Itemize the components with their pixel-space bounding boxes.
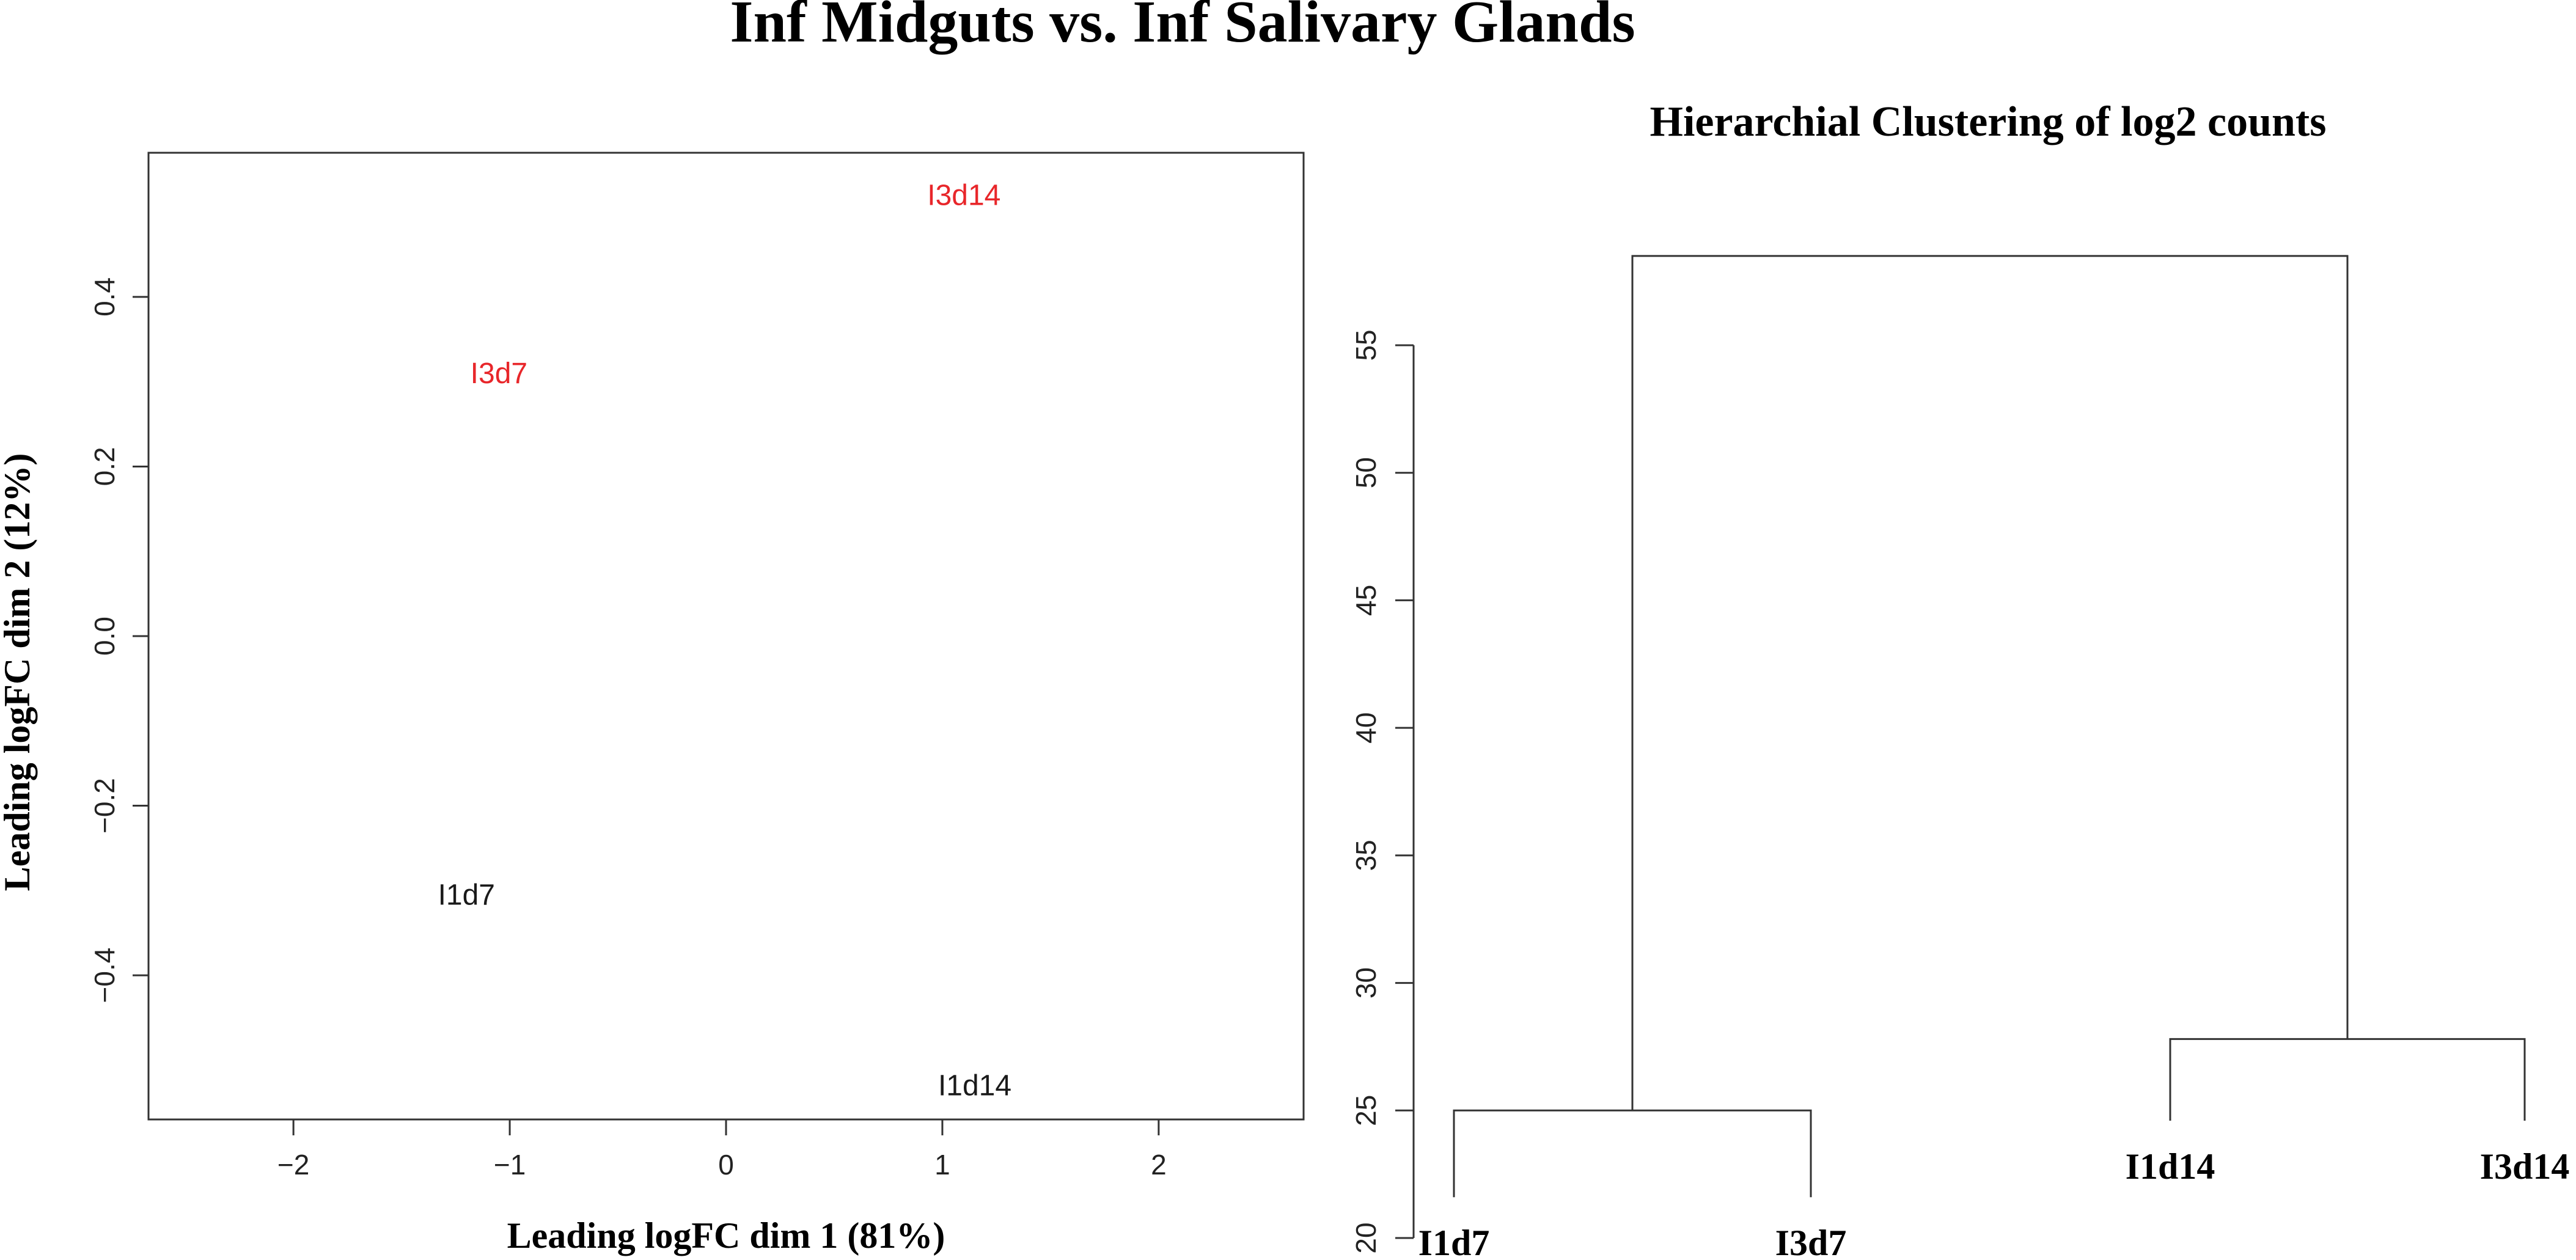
dendrogram-y-tick-label: 55 — [1350, 329, 1382, 361]
dendrogram-y-tick-label: 35 — [1350, 840, 1382, 871]
scatter-y-axis-label: Leading logFC dim 2 (12%) — [0, 453, 37, 892]
hierarchical-clustering-dendrogram: Hierarchial Clustering of log2 counts 20… — [1350, 98, 2569, 1260]
scatter-x-axis: −2 −1 0 1 2 — [277, 1118, 1167, 1181]
scatter-x-tick-label: 1 — [934, 1149, 950, 1181]
dendrogram-y-tick-label: 20 — [1350, 1222, 1382, 1253]
scatter-y-tick-label: −0.4 — [89, 948, 120, 1003]
dendrogram-leaf-label: I1d7 — [1418, 1223, 1490, 1260]
scatter-x-tick-label: −2 — [277, 1149, 309, 1181]
mds-scatter-plot: −2 −1 0 1 2 −0.4−0.20.00.20.4 I3d14I3d7I1d7I… — [0, 152, 1305, 1256]
scatter-y-tick-label: 0.0 — [89, 617, 120, 656]
dendrogram-y-tick-label: 50 — [1350, 457, 1382, 488]
scatter-y-tick-label: 0.4 — [89, 277, 120, 317]
dendrogram-branches — [1453, 255, 2526, 1198]
dendrogram-y-axis: 20 25 30 35 40 45 50 55 — [1350, 329, 1415, 1254]
scatter-point-label: I1d14 — [938, 1069, 1011, 1102]
scatter-point-label: I3d7 — [471, 357, 527, 390]
dendrogram-leaf-labels: I1d7 I3d7 I1d14 I3d14 — [1418, 1146, 2570, 1260]
scatter-x-axis-label: Leading logFC dim 1 (81%) — [507, 1215, 945, 1256]
scatter-x-tick-label: 2 — [1151, 1149, 1167, 1181]
dendrogram-leaf-label: I1d14 — [2126, 1146, 2215, 1187]
dendrogram-leaf-label: I3d14 — [2480, 1146, 2570, 1187]
scatter-x-tick-label: 0 — [718, 1149, 734, 1181]
dendrogram-title: Hierarchial Clustering of log2 counts — [1650, 98, 2327, 145]
scatter-plot-frame — [147, 152, 1305, 1121]
dendrogram-y-tick-label: 45 — [1350, 585, 1382, 616]
dendrogram-branch-cluster-2 — [2169, 1038, 2526, 1121]
dendrogram-y-tick-label: 40 — [1350, 712, 1382, 744]
scatter-point-label: I3d14 — [927, 179, 1000, 211]
dendrogram-branch-cluster-1 — [1453, 1109, 1812, 1198]
dendrogram-y-tick-label: 30 — [1350, 967, 1382, 998]
dendrogram-y-tick-label: 25 — [1350, 1095, 1382, 1126]
scatter-point-labels: I3d14 I3d7 I1d7 I1d14 — [438, 179, 1012, 1102]
scatter-y-tick-label: −0.2 — [89, 778, 120, 833]
figure-title: Inf Midguts vs. Inf Salivary Glands — [730, 0, 1635, 55]
scatter-point-label: I1d7 — [438, 879, 495, 911]
scatter-y-tick-label: 0.2 — [89, 447, 120, 486]
dendrogram-leaf-label: I3d7 — [1775, 1223, 1847, 1260]
scatter-y-axis: −0.4 −0.2 0.0 0.2 0.4 — [89, 277, 150, 1003]
dendrogram-branch-root — [1631, 255, 2349, 1111]
scatter-x-tick-label: −1 — [494, 1149, 526, 1181]
